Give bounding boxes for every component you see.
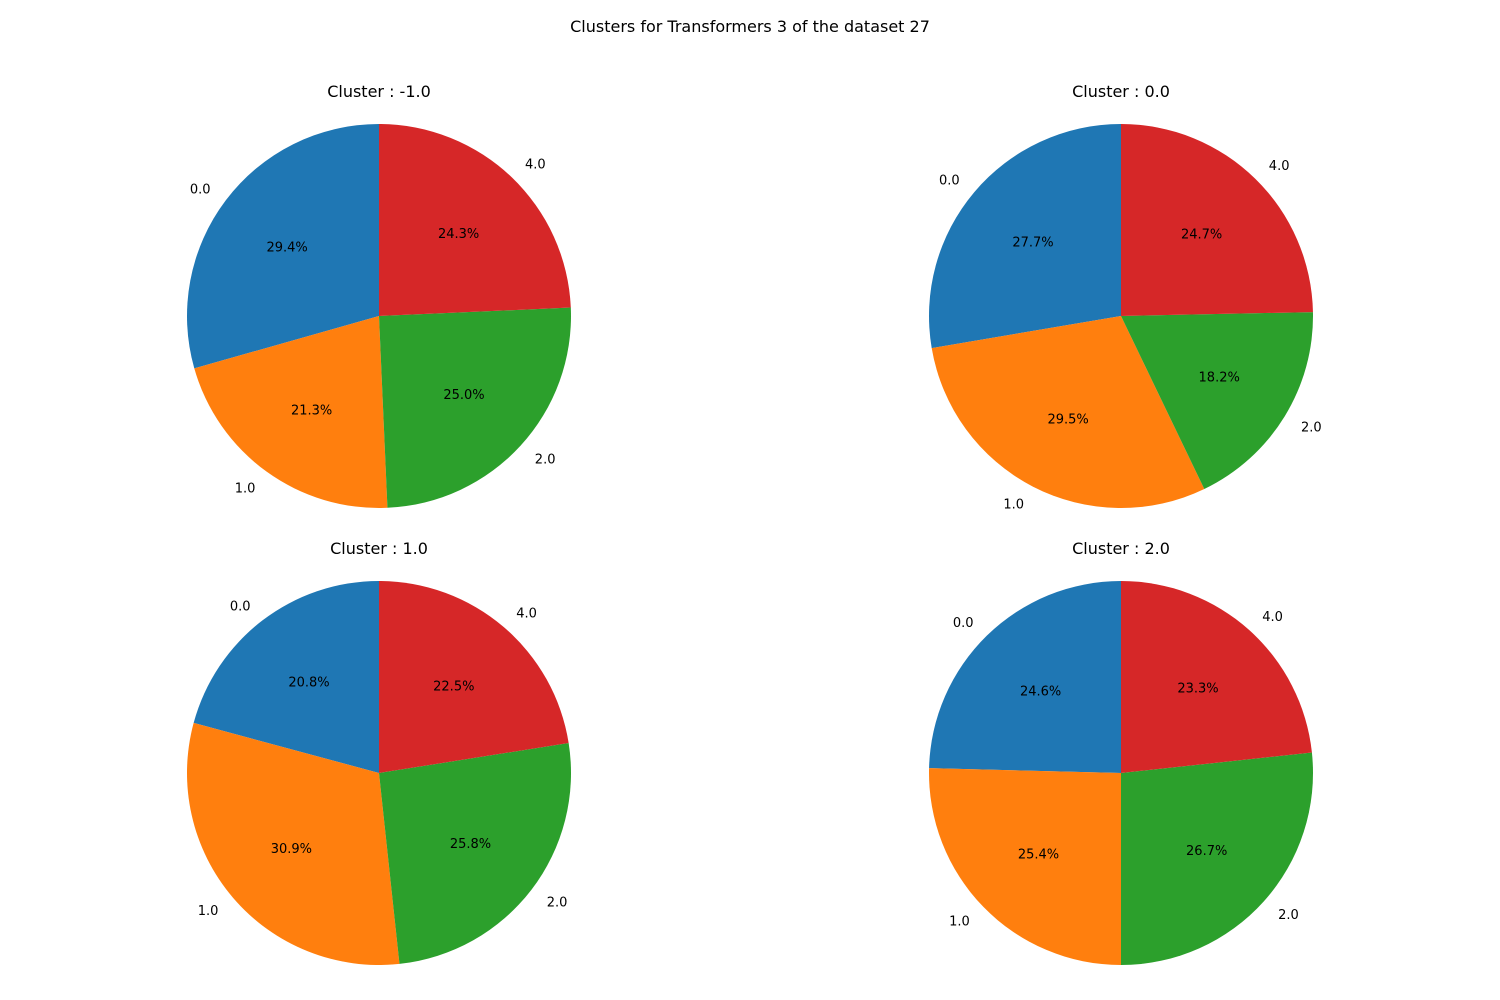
pie-percent-label: 30.9% xyxy=(271,842,312,857)
pie-category-label: 1.0 xyxy=(235,481,256,496)
pie-slice-0-0 xyxy=(193,581,379,773)
pie-chart-cluster-2: Cluster : 2.0 24.6% 0.0 25.4% 1.0 26.7% 2.0 23.… xyxy=(928,539,1314,965)
pie-slice-1-0 xyxy=(928,768,1121,965)
pie-category-label: 4.0 xyxy=(1269,159,1290,174)
pie-slice-4-0 xyxy=(379,580,569,773)
pie-category-label: 0.0 xyxy=(230,599,251,614)
pie-slice-2-0 xyxy=(1121,312,1314,489)
figure-title: Clusters for Transformers 3 of the datas… xyxy=(570,17,930,36)
pie-slice-2-0 xyxy=(1121,752,1314,965)
pie-percent-label: 21.3% xyxy=(291,403,332,418)
pie-category-label: 4.0 xyxy=(516,606,537,621)
pie-category-label: 1.0 xyxy=(1003,498,1024,513)
pie-subtitle: Cluster : 1.0 xyxy=(330,539,428,558)
pie-slice-4-0 xyxy=(1121,581,1312,773)
pie-chart-cluster-1: Cluster : 1.0 20.8% 0.0 30.9% 1.0 25.8% 2.0 22.… xyxy=(187,539,572,966)
pie-slice-1-0 xyxy=(187,722,400,966)
pie-slice-0-0 xyxy=(929,580,1121,773)
pie-percent-label: 24.3% xyxy=(438,227,479,242)
pie-chart-cluster-neg1: Cluster : -1.0 29.4% 0.0 21.3% 1.0 25.0% 2.0 24… xyxy=(186,82,571,508)
pie-slice-2-0 xyxy=(379,307,571,508)
pie-category-label: 2.0 xyxy=(1301,421,1322,436)
pie-percent-label: 26.7% xyxy=(1186,844,1227,859)
pie-category-label: 1.0 xyxy=(198,904,219,919)
pie-category-label: 1.0 xyxy=(949,915,970,930)
pie-category-label: 4.0 xyxy=(1262,610,1283,625)
pie-slice-4-0 xyxy=(379,124,571,316)
pie-percent-label: 25.4% xyxy=(1018,847,1059,862)
pie-slice-0-0 xyxy=(928,124,1121,349)
pie-slice-1-0 xyxy=(931,316,1205,509)
pie-category-label: 4.0 xyxy=(525,157,546,172)
pie-percent-label: 24.6% xyxy=(1020,685,1061,700)
pie-percent-label: 24.7% xyxy=(1181,228,1222,243)
pie-category-label: 0.0 xyxy=(939,174,960,189)
pie-percent-label: 29.4% xyxy=(266,241,307,256)
pie-percent-label: 25.0% xyxy=(443,388,484,403)
pie-category-label: 2.0 xyxy=(535,453,556,468)
pie-category-label: 2.0 xyxy=(547,895,568,910)
pie-percent-label: 29.5% xyxy=(1047,412,1088,427)
pie-slice-4-0 xyxy=(1121,124,1313,316)
pie-percent-label: 20.8% xyxy=(288,676,329,691)
pie-subtitle: Cluster : 0.0 xyxy=(1072,82,1170,101)
pie-percent-label: 22.5% xyxy=(433,679,474,694)
pie-slice-2-0 xyxy=(379,742,572,964)
pie-percent-label: 25.8% xyxy=(450,837,491,852)
pie-subtitle: Cluster : 2.0 xyxy=(1072,539,1170,558)
pie-percent-label: 18.2% xyxy=(1199,370,1240,385)
pie-chart-cluster-0: Cluster : 0.0 27.7% 0.0 29.5% 1.0 18.2% 2.0 24.… xyxy=(928,82,1322,513)
pie-slice-0-0 xyxy=(186,124,379,369)
pie-slice-1-0 xyxy=(194,316,388,508)
pie-subtitle: Cluster : -1.0 xyxy=(327,82,431,101)
pie-percent-label: 23.3% xyxy=(1177,681,1218,696)
pie-category-label: 0.0 xyxy=(953,616,974,631)
pie-category-label: 0.0 xyxy=(190,183,211,198)
pie-percent-label: 27.7% xyxy=(1012,236,1053,251)
pie-category-label: 2.0 xyxy=(1278,908,1299,923)
